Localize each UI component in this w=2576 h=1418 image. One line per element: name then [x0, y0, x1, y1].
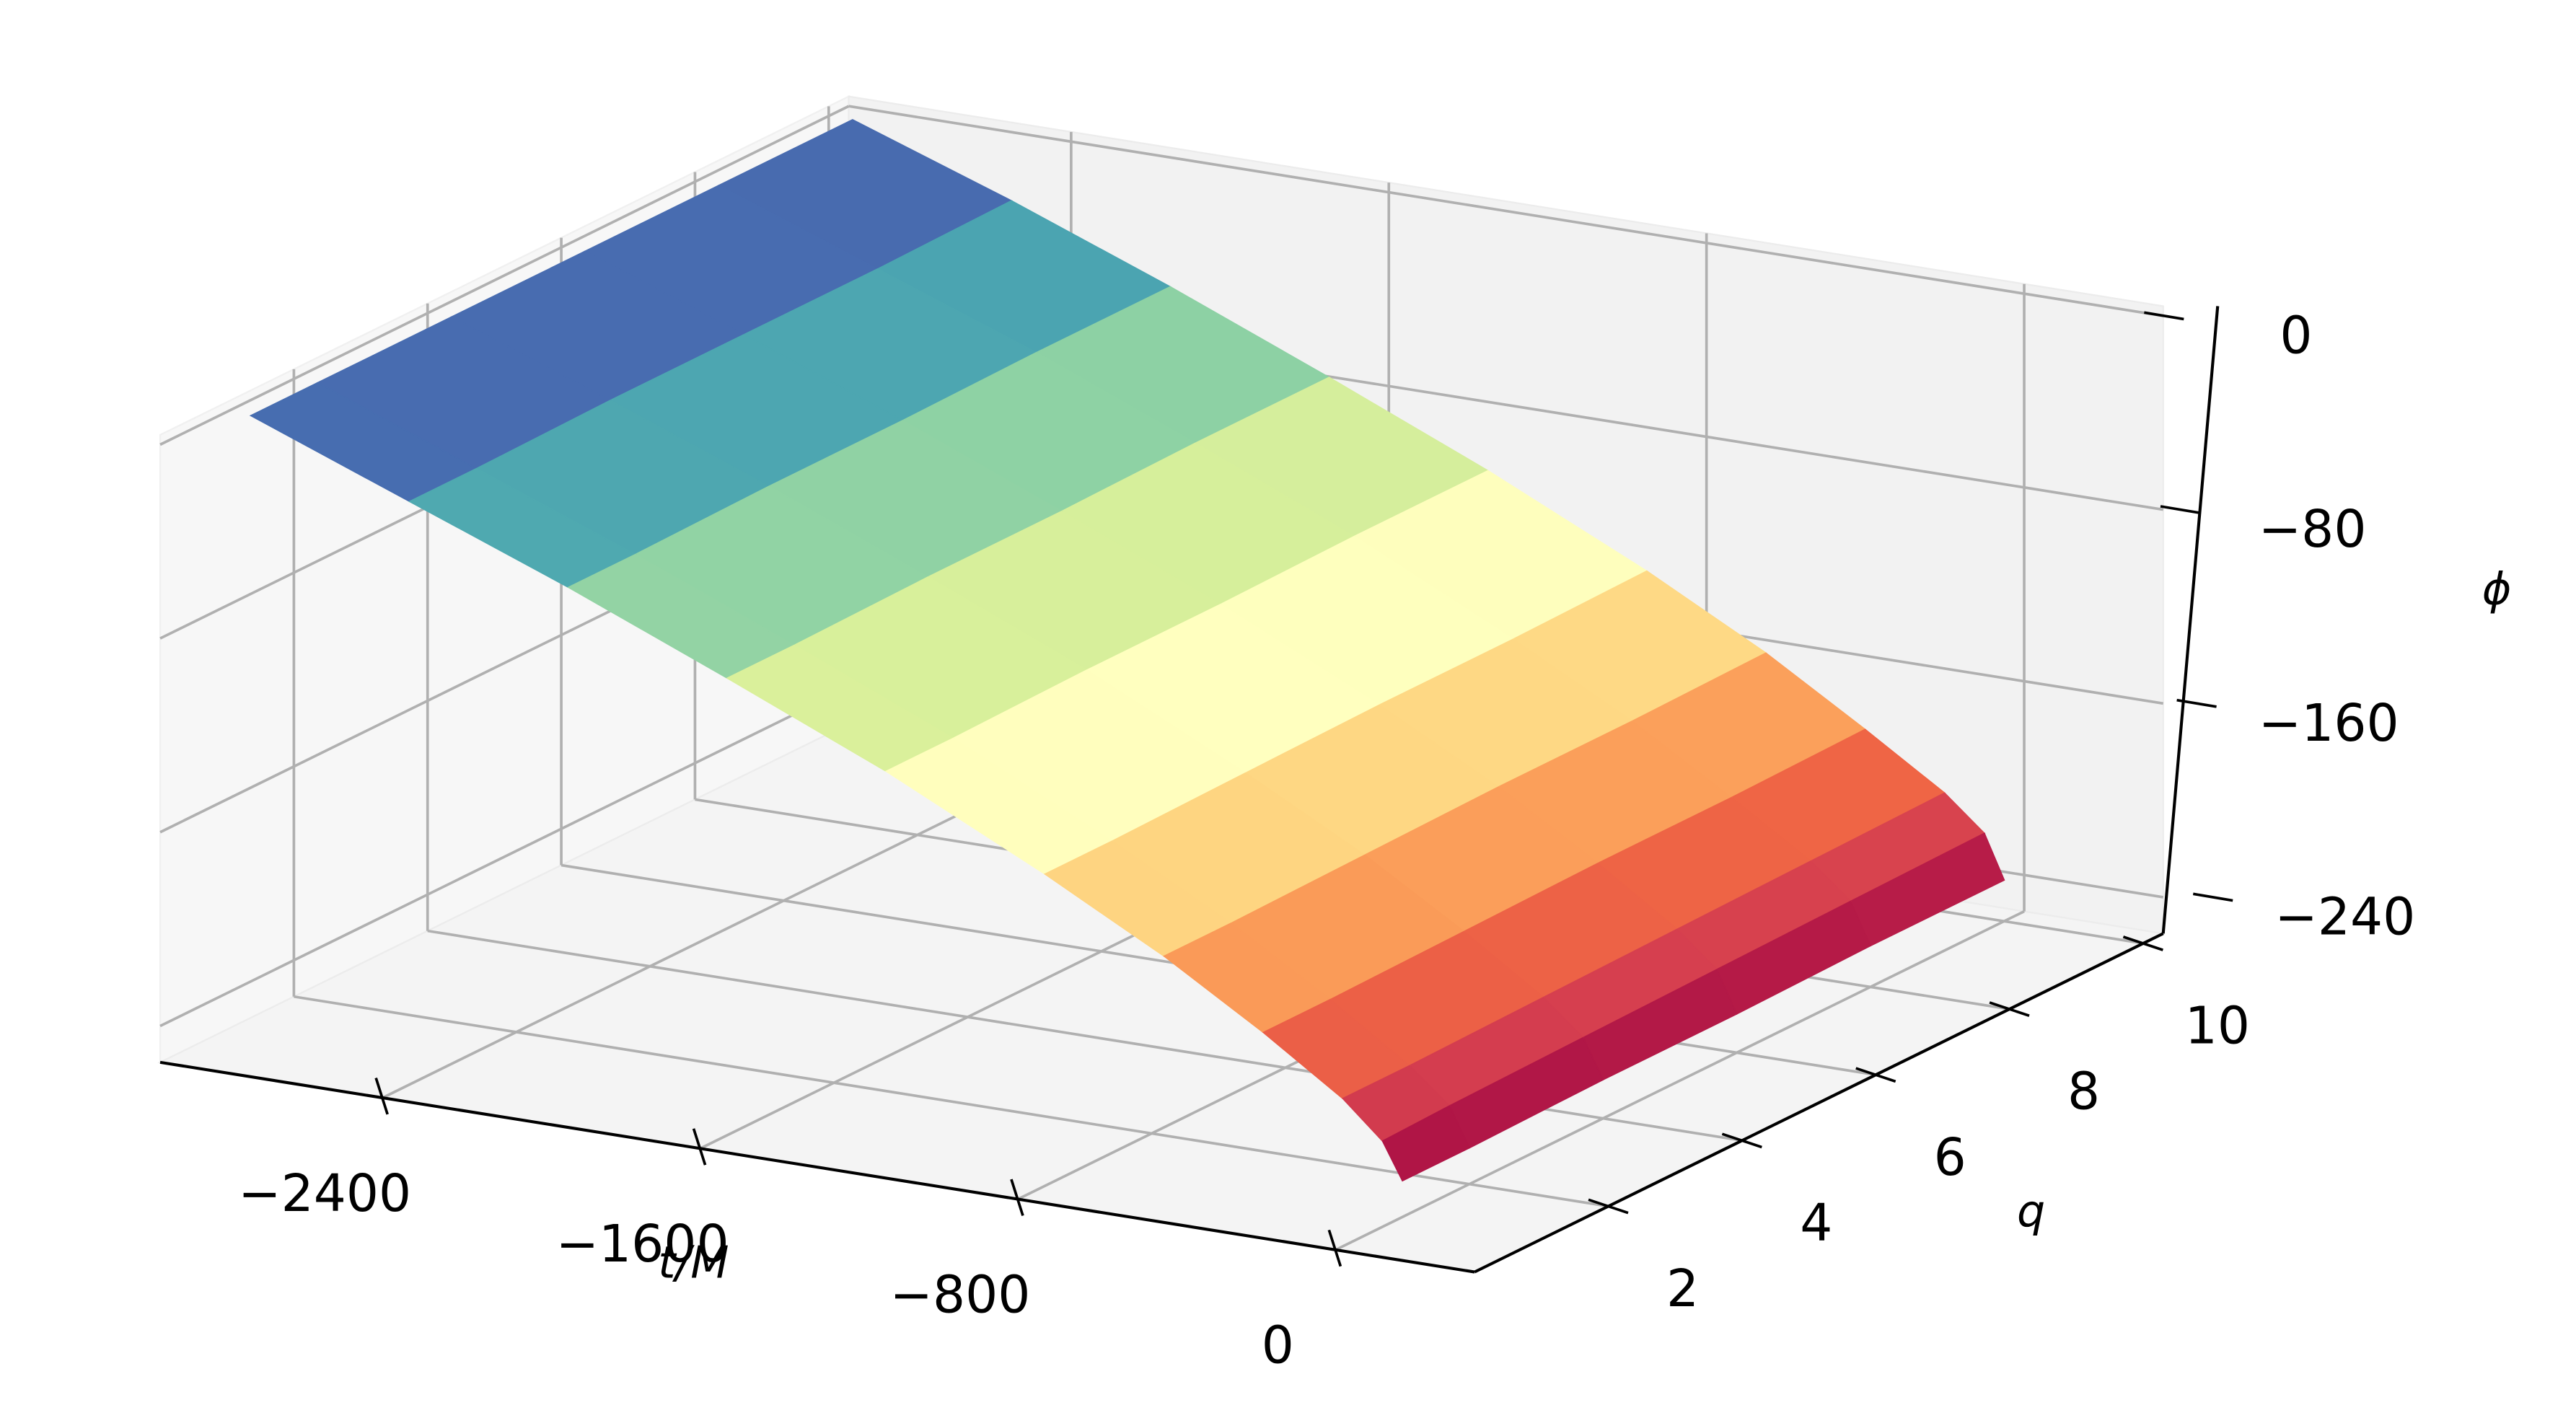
- z-tick-label: −160: [2259, 693, 2399, 753]
- tick-mark: [2192, 892, 2233, 902]
- tick-mark: [374, 1078, 389, 1115]
- x-tick-label: −2400: [238, 1163, 411, 1223]
- grid-line: [1335, 910, 2025, 1251]
- surface: [249, 118, 2005, 1182]
- z-tick-label: −80: [2259, 499, 2367, 559]
- tick-mark: [1327, 1229, 1342, 1267]
- grid-line: [848, 105, 2164, 317]
- y-tick-label: 10: [2185, 996, 2250, 1056]
- grid-line: [159, 686, 850, 1028]
- y-tick-label: 2: [1666, 1259, 1699, 1318]
- y-tick-label: 8: [2067, 1062, 2100, 1122]
- tick-mark: [2160, 505, 2201, 514]
- z-axis-label: ϕ: [2482, 563, 2512, 615]
- x-axis-line: [159, 1060, 1475, 1274]
- y-tick-label: 6: [1934, 1127, 1966, 1187]
- y-axis-label: q: [2017, 1186, 2045, 1238]
- z-tick-label: 0: [2280, 305, 2312, 365]
- x-tick-label: −800: [890, 1264, 1031, 1324]
- tick-mark: [1010, 1179, 1024, 1217]
- x-tick-label: −1600: [556, 1214, 729, 1274]
- x-axis-label: t/M: [658, 1237, 729, 1289]
- x-tick-label: 0: [1262, 1316, 1294, 1375]
- tick-mark: [692, 1128, 707, 1166]
- z-axis-line: [2161, 306, 2220, 934]
- y-tick-label: 4: [1800, 1193, 1832, 1253]
- grid-line: [294, 995, 1609, 1208]
- y-axis-line: [1474, 932, 2164, 1274]
- grid-line: [159, 105, 850, 446]
- z-tick-label: −240: [2274, 887, 2415, 947]
- axes: −2400 −1600 −800 0 2 4 6 8 10 0 −80 −160 −240: [159, 305, 2415, 1375]
- tick-mark: [2144, 311, 2184, 321]
- surface-cell: [1381, 1105, 1471, 1182]
